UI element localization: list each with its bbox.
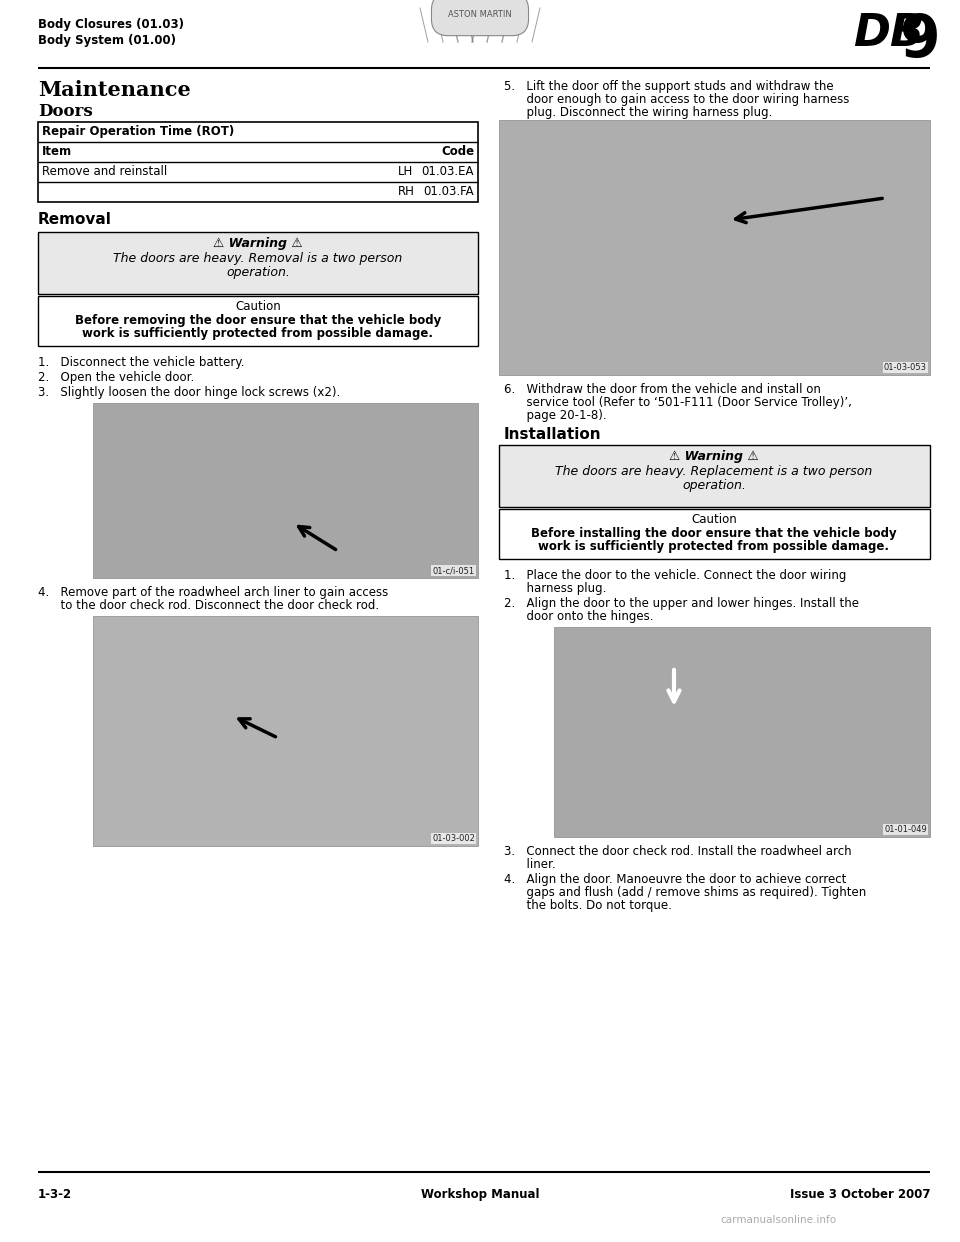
Text: 9: 9 (900, 12, 941, 70)
Text: operation.: operation. (226, 266, 290, 279)
Text: 01-c/i-051: 01-c/i-051 (433, 566, 475, 575)
Bar (499, 509, 930, 559)
Text: door enough to gain access to the door wiring harness: door enough to gain access to the door w… (504, 93, 850, 106)
Bar (38, 122, 478, 202)
Text: ⚠ Warning ⚠: ⚠ Warning ⚠ (669, 450, 758, 463)
Text: ⚠ Warning ⚠: ⚠ Warning ⚠ (213, 237, 302, 250)
Text: carmanualsonline.info: carmanualsonline.info (720, 1215, 836, 1225)
Text: Caution: Caution (691, 513, 737, 527)
Text: 1.   Disconnect the vehicle battery.: 1. Disconnect the vehicle battery. (38, 356, 245, 369)
Text: to the door check rod. Disconnect the door check rod.: to the door check rod. Disconnect the do… (38, 599, 379, 612)
Text: 4.   Remove part of the roadwheel arch liner to gain access: 4. Remove part of the roadwheel arch lin… (38, 586, 388, 599)
Text: Body Closures (01.03): Body Closures (01.03) (38, 17, 184, 31)
Text: 01.03.FA: 01.03.FA (423, 185, 474, 197)
Text: 2.   Open the vehicle door.: 2. Open the vehicle door. (38, 371, 194, 384)
Text: The doors are heavy. Removal is a two person: The doors are heavy. Removal is a two pe… (113, 252, 402, 265)
Bar (93, 616, 478, 846)
Text: Before installing the door ensure that the vehicle body: Before installing the door ensure that t… (531, 527, 897, 540)
Text: Maintenance: Maintenance (38, 79, 191, 101)
Text: The doors are heavy. Replacement is a two person: The doors are heavy. Replacement is a tw… (556, 465, 873, 478)
Text: 01.03.EA: 01.03.EA (421, 165, 474, 178)
Text: DB: DB (853, 12, 924, 55)
Text: LH: LH (398, 165, 413, 178)
Text: work is sufficiently protected from possible damage.: work is sufficiently protected from poss… (539, 540, 890, 553)
Text: page 20-1-8).: page 20-1-8). (504, 409, 607, 422)
Text: Doors: Doors (38, 103, 93, 120)
Text: 4.   Align the door. Manoeuvre the door to achieve correct: 4. Align the door. Manoeuvre the door to… (504, 873, 847, 886)
Text: 3.   Slightly loosen the door hinge lock screws (x2).: 3. Slightly loosen the door hinge lock s… (38, 386, 340, 399)
Text: Removal: Removal (38, 212, 112, 227)
Text: 1-3-2: 1-3-2 (38, 1189, 72, 1201)
Bar (554, 627, 930, 837)
Text: plug. Disconnect the wiring harness plug.: plug. Disconnect the wiring harness plug… (504, 106, 773, 119)
Text: Body System (01.00): Body System (01.00) (38, 34, 176, 47)
Text: Repair Operation Time (ROT): Repair Operation Time (ROT) (42, 125, 234, 138)
Text: 01-01-049: 01-01-049 (884, 825, 927, 833)
Text: 6.   Withdraw the door from the vehicle and install on: 6. Withdraw the door from the vehicle an… (504, 383, 821, 396)
Text: harness plug.: harness plug. (504, 582, 607, 595)
Text: 1.   Place the door to the vehicle. Connect the door wiring: 1. Place the door to the vehicle. Connec… (504, 569, 847, 582)
Bar (38, 296, 478, 347)
Text: RH: RH (398, 185, 415, 197)
Text: 5.   Lift the door off the support studs and withdraw the: 5. Lift the door off the support studs a… (504, 79, 833, 93)
Bar (38, 232, 478, 294)
Text: gaps and flush (add / remove shims as required). Tighten: gaps and flush (add / remove shims as re… (504, 886, 866, 899)
Text: service tool (Refer to ‘501-F111 (Door Service Trolley)’,: service tool (Refer to ‘501-F111 (Door S… (504, 396, 852, 409)
Bar (93, 402, 478, 578)
Text: the bolts. Do not torque.: the bolts. Do not torque. (504, 899, 672, 912)
Text: door onto the hinges.: door onto the hinges. (504, 610, 654, 623)
Bar (499, 445, 930, 507)
Bar (499, 120, 930, 375)
Text: operation.: operation. (682, 479, 746, 492)
Text: 2.   Align the door to the upper and lower hinges. Install the: 2. Align the door to the upper and lower… (504, 597, 859, 610)
Text: 3.   Connect the door check rod. Install the roadwheel arch: 3. Connect the door check rod. Install t… (504, 845, 852, 858)
Text: Item: Item (42, 145, 72, 158)
Text: 01-03-002: 01-03-002 (432, 833, 475, 843)
Text: ASTON MARTIN: ASTON MARTIN (448, 10, 512, 19)
Text: Workshop Manual: Workshop Manual (420, 1189, 540, 1201)
Text: Installation: Installation (504, 427, 602, 442)
Text: Code: Code (441, 145, 474, 158)
Text: Issue 3 October 2007: Issue 3 October 2007 (789, 1189, 930, 1201)
Text: Before removing the door ensure that the vehicle body: Before removing the door ensure that the… (75, 314, 442, 327)
Text: liner.: liner. (504, 858, 556, 871)
Text: work is sufficiently protected from possible damage.: work is sufficiently protected from poss… (83, 327, 434, 340)
Text: 01-03-053: 01-03-053 (884, 363, 927, 373)
Text: Remove and reinstall: Remove and reinstall (42, 165, 167, 178)
Text: Caution: Caution (235, 301, 281, 313)
